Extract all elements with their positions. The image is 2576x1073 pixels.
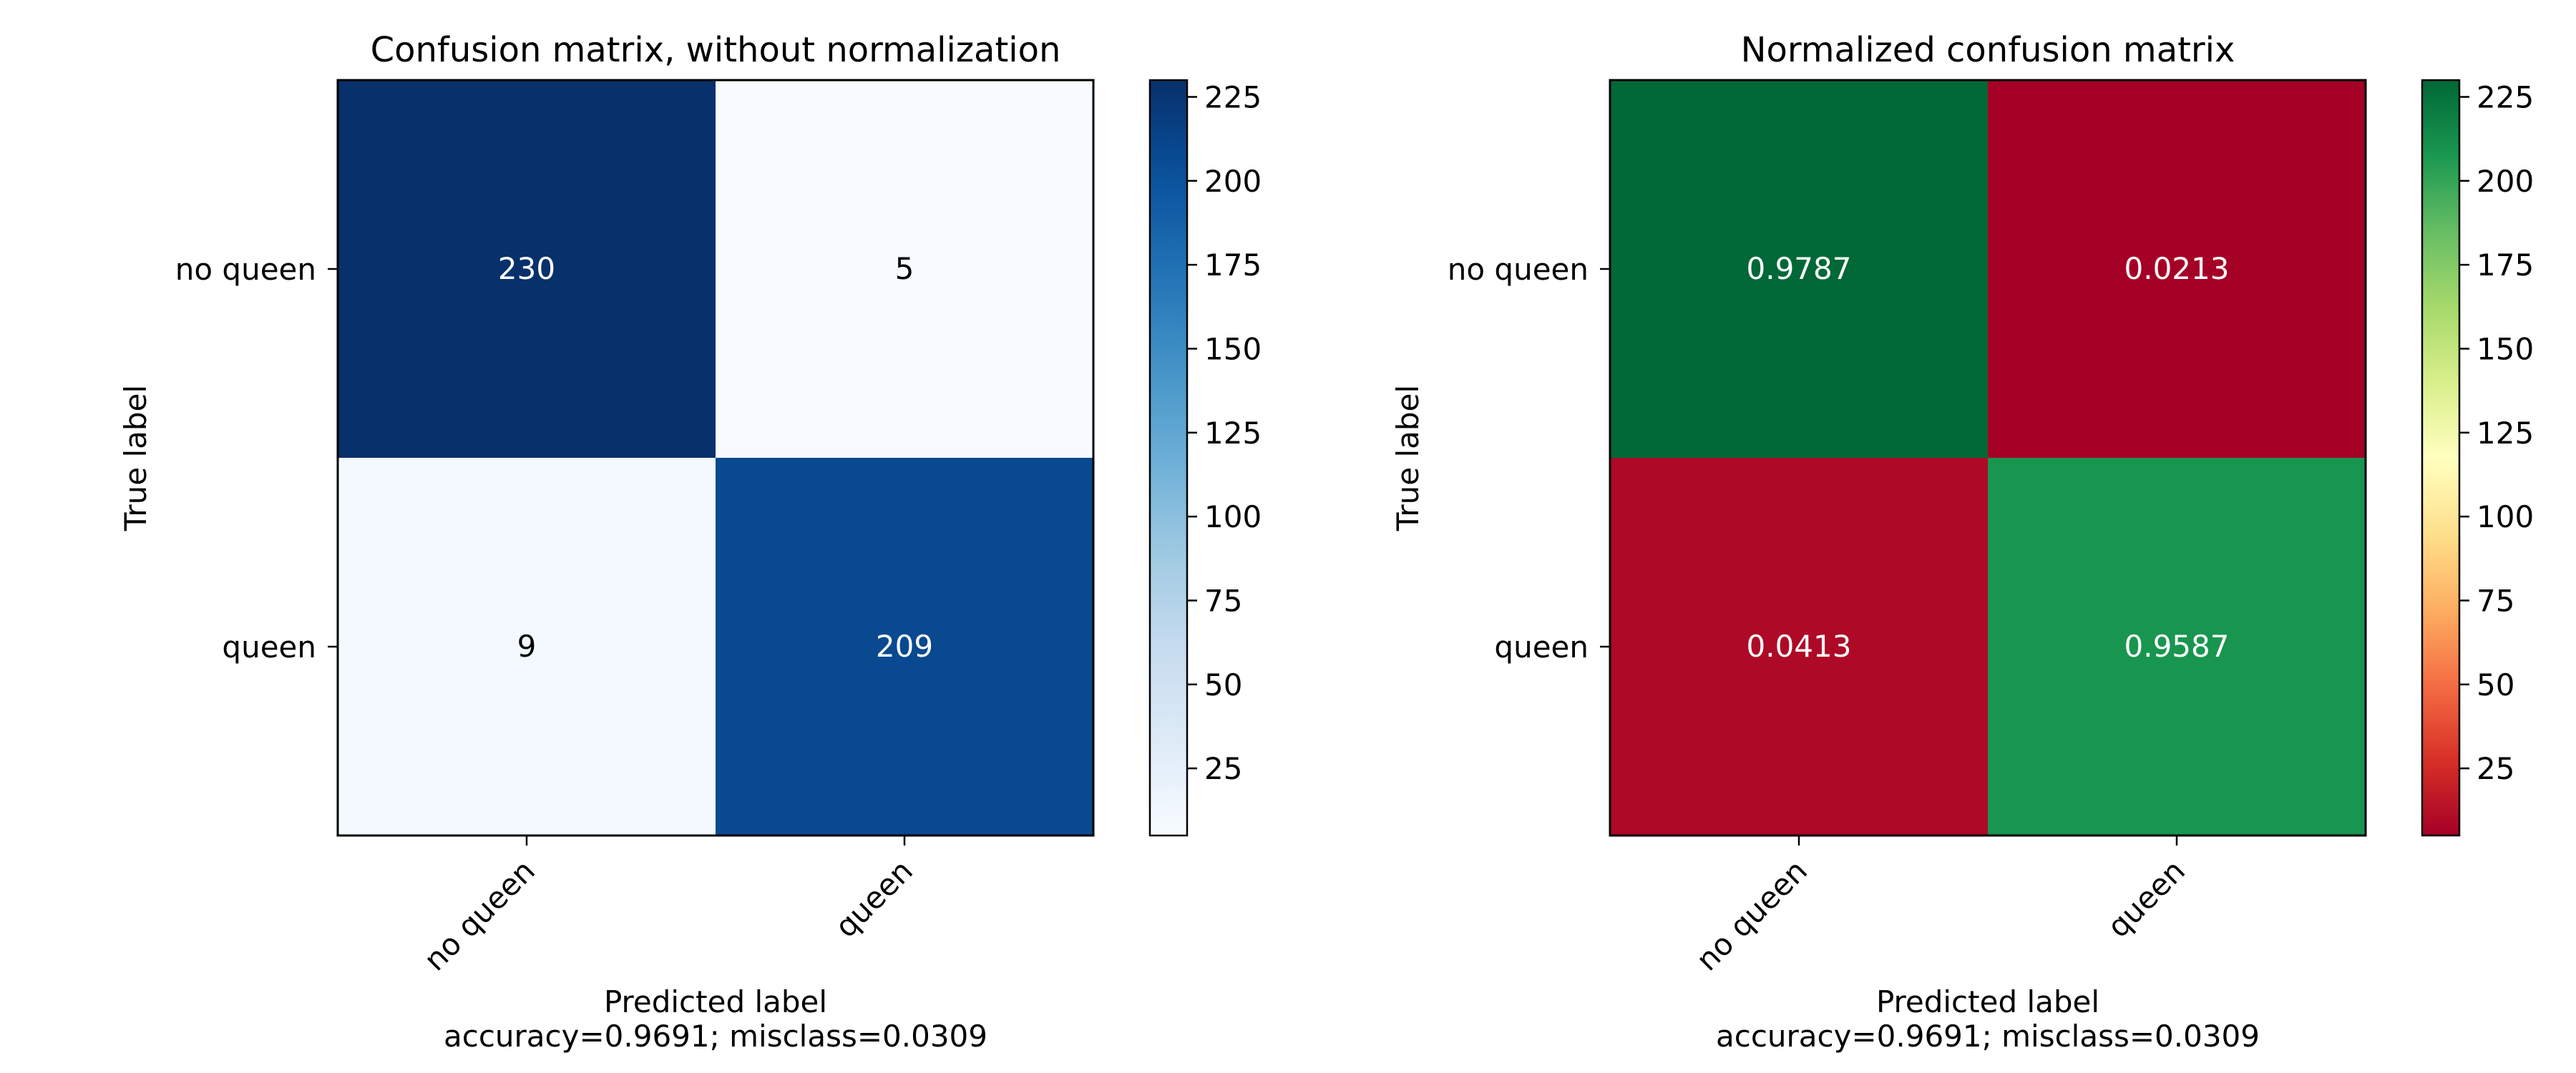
heatmap-cell [1610, 80, 1988, 458]
colorbar-tick-label: 125 [1204, 416, 1262, 451]
colorbar-tick-label: 200 [1204, 164, 1262, 199]
colorbar-tick-label: 100 [1204, 499, 1262, 534]
colorbar-tick-label: 225 [1204, 79, 1262, 114]
colorbar-tick-label: 25 [1204, 751, 1242, 786]
cell-value-label: 230 [498, 251, 555, 286]
y-tick-label: no queen [1448, 252, 1589, 287]
colorbar [1148, 79, 1189, 837]
axes-frame [1609, 79, 2367, 837]
y-axis-label: True label [1390, 385, 1425, 531]
chart-title: Confusion matrix, without normalization [371, 30, 1061, 70]
cell-value-label: 5 [895, 251, 914, 286]
colorbar-tick-label: 175 [1204, 248, 1262, 283]
colorbar-tick-label: 75 [1204, 583, 1242, 618]
heatmap-cell [1988, 458, 2366, 836]
x-axis-label: Predicted label [1876, 984, 2099, 1019]
colorbar-tick-label: 150 [2477, 331, 2534, 366]
x-axis-sublabel: accuracy=0.9691; misclass=0.0309 [444, 1019, 987, 1054]
y-tick-label: queen [1494, 629, 1589, 665]
heatmap-cell [1610, 458, 1988, 836]
heatmap-cell [1988, 80, 2366, 458]
cell-value-label: 209 [876, 629, 933, 664]
colorbar-tick-label: 200 [2477, 164, 2534, 199]
colorbar-tick-label: 125 [2477, 416, 2534, 451]
colorbar-tick-label: 175 [2477, 248, 2534, 283]
x-axis-sublabel: accuracy=0.9691; misclass=0.0309 [1716, 1019, 2260, 1054]
heatmap-cell [338, 458, 716, 836]
colorbar-tick-label: 75 [2477, 583, 2514, 618]
heatmap-cell [716, 458, 1093, 836]
cell-value-label: 9 [517, 629, 537, 664]
chart-title: Normalized confusion matrix [1741, 30, 2235, 70]
y-tick-label: queen [222, 629, 316, 665]
cell-value-label: 0.9787 [1747, 251, 1852, 286]
cell-value-label: 0.9587 [2124, 629, 2230, 664]
heatmap-cell [338, 80, 716, 458]
y-tick-label: no queen [175, 252, 316, 287]
colorbar-tick-label: 50 [1204, 667, 1242, 702]
colorbar-tick-label: 225 [2477, 79, 2534, 114]
cell-value-label: 0.0413 [1747, 629, 1852, 664]
colorbar-tick-label: 50 [2477, 667, 2514, 702]
colorbar-tick-label: 25 [2477, 751, 2514, 786]
colorbar-tick-label: 100 [2477, 499, 2534, 534]
y-axis-label: True label [118, 385, 153, 531]
colorbar-tick-label: 150 [1204, 331, 1262, 366]
x-axis-label: Predicted label [604, 984, 827, 1019]
axes-frame [336, 79, 1095, 837]
cell-value-label: 0.0213 [2124, 251, 2230, 286]
colorbar [2421, 79, 2461, 837]
heatmap-cell [716, 80, 1093, 458]
